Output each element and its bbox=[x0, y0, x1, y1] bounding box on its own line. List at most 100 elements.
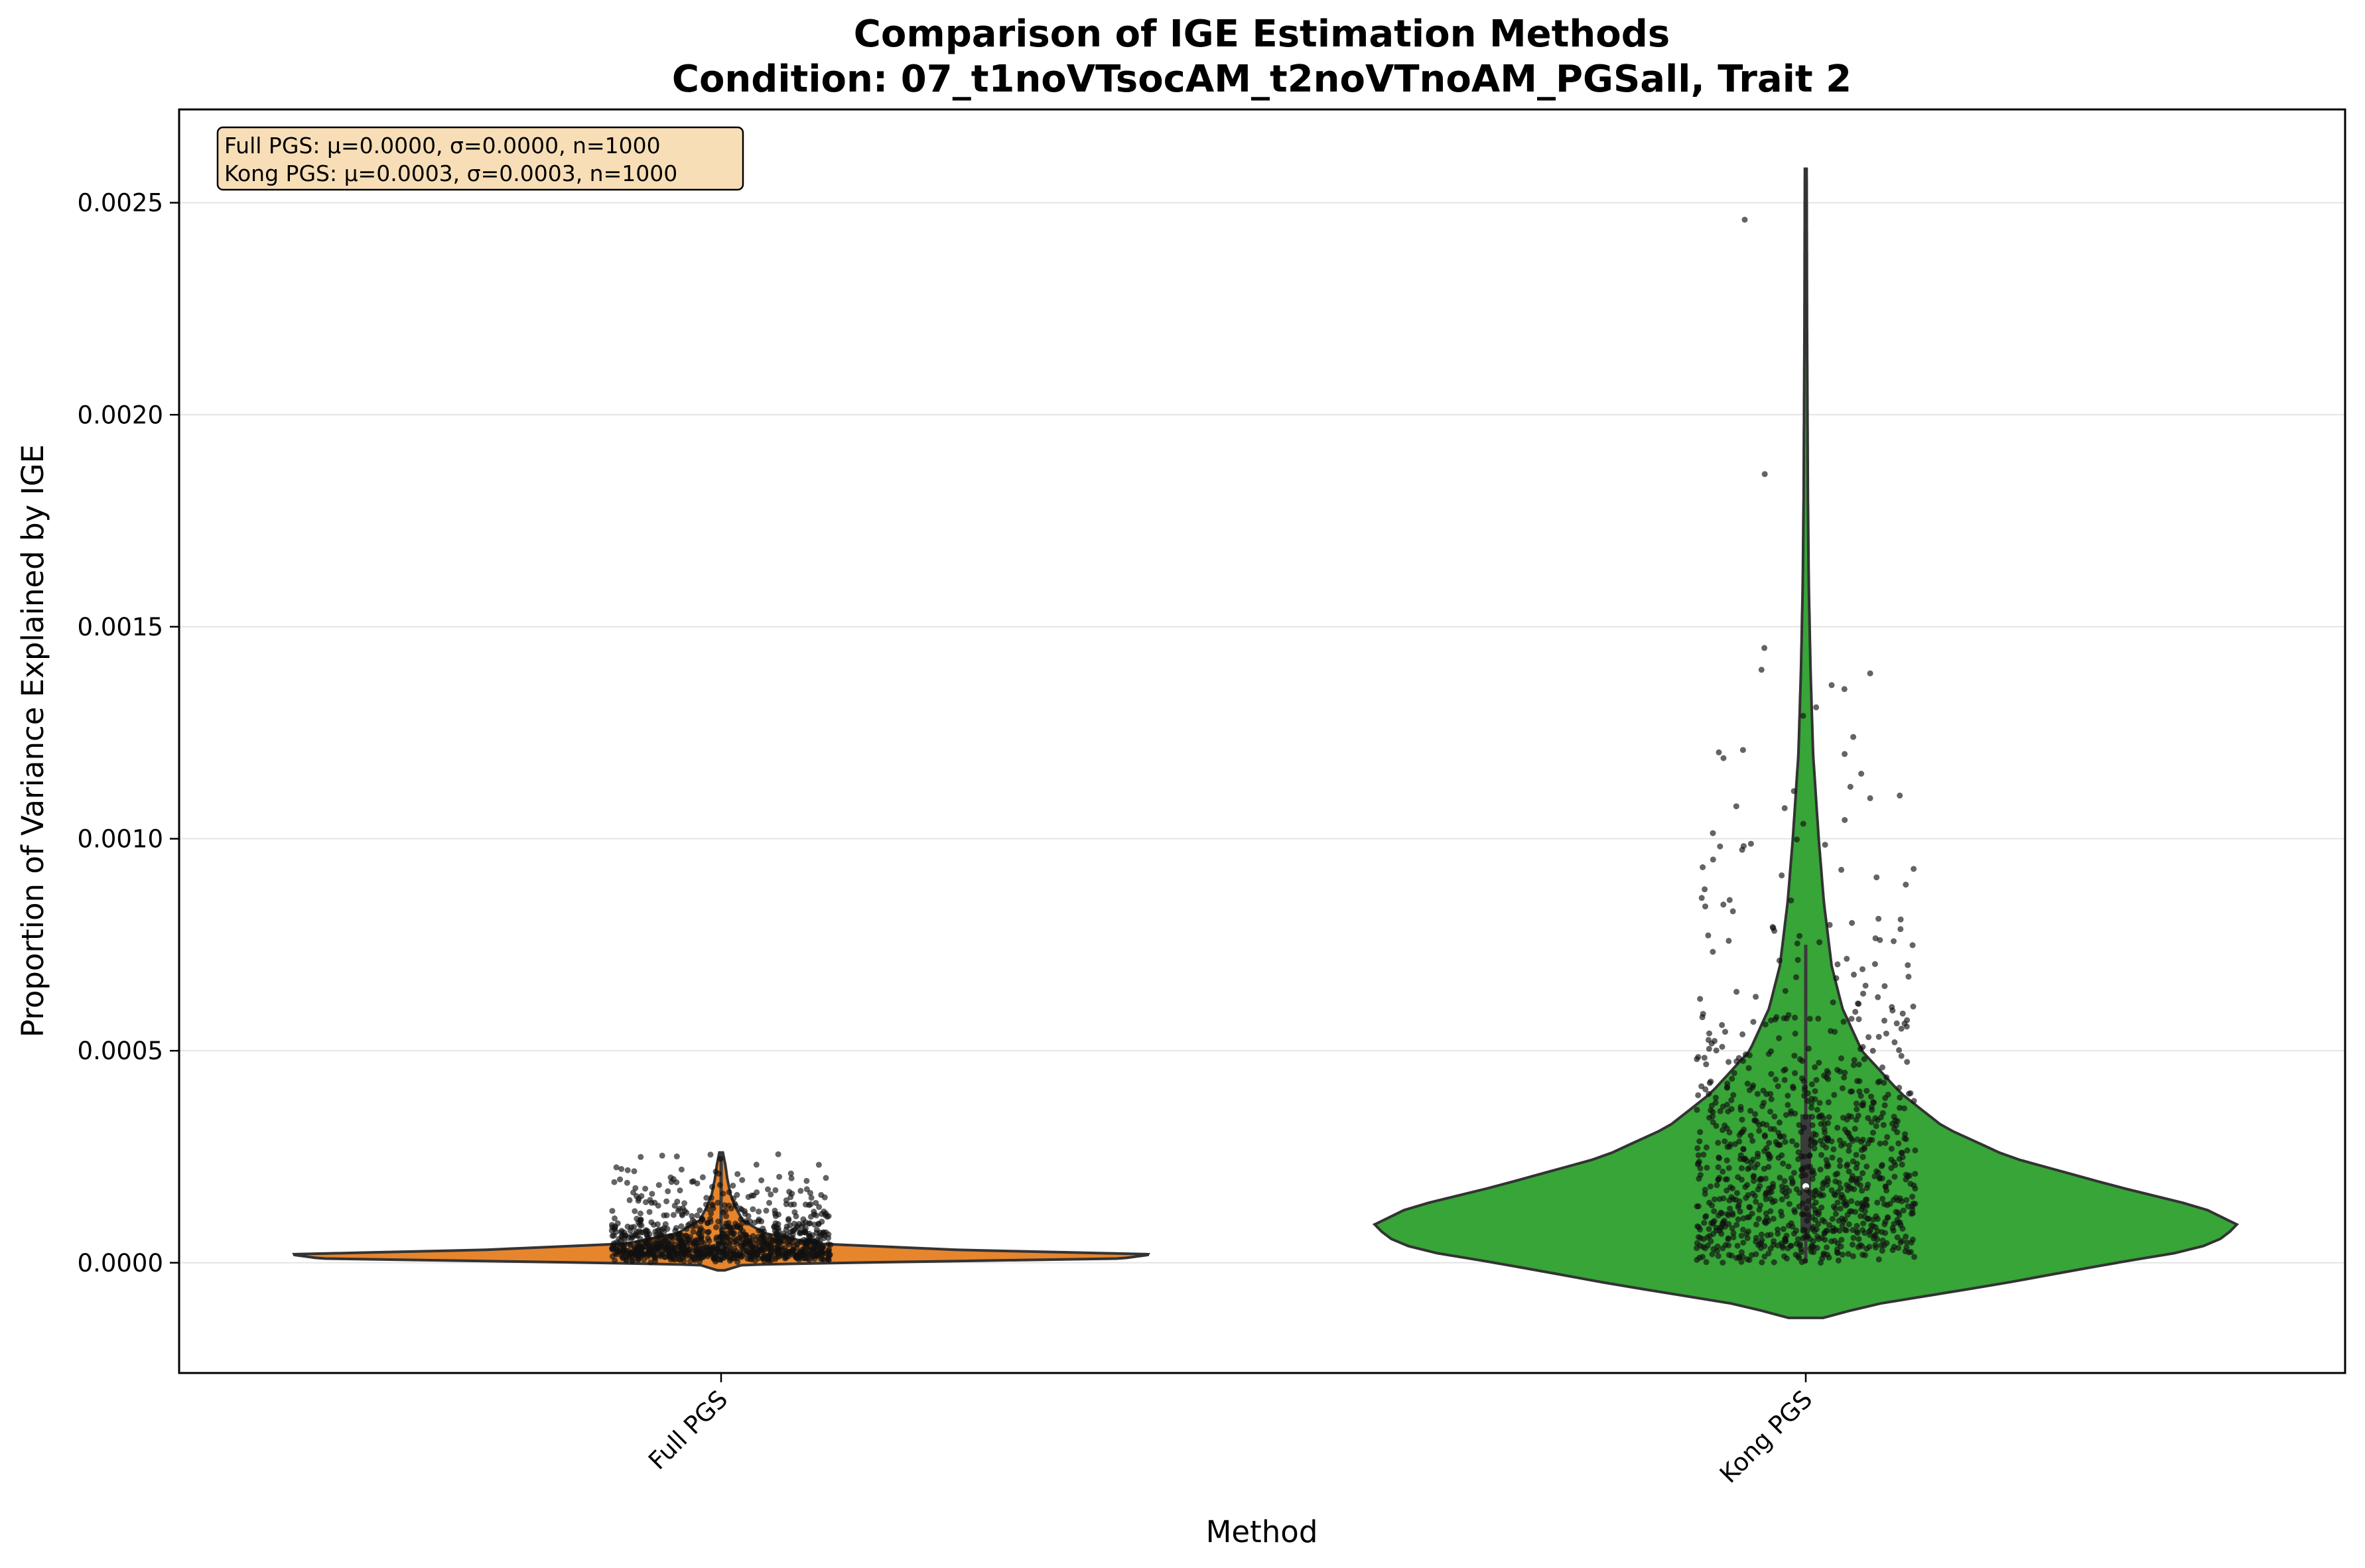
data-point bbox=[1752, 1111, 1759, 1118]
data-point bbox=[1833, 975, 1840, 982]
data-point bbox=[1859, 966, 1865, 972]
data-point bbox=[1717, 1108, 1723, 1114]
data-point bbox=[686, 1220, 693, 1227]
data-point bbox=[1730, 1092, 1737, 1098]
data-point bbox=[813, 1226, 820, 1233]
data-point bbox=[1695, 1092, 1702, 1098]
data-point bbox=[681, 1200, 688, 1207]
data-point bbox=[1804, 1232, 1810, 1239]
data-point bbox=[698, 1218, 705, 1225]
data-point bbox=[1781, 1178, 1788, 1185]
data-point bbox=[669, 1234, 675, 1240]
data-point bbox=[1897, 1094, 1903, 1101]
data-point bbox=[1832, 1226, 1839, 1233]
data-point bbox=[1881, 1221, 1888, 1228]
data-point bbox=[1838, 1236, 1845, 1243]
data-point bbox=[683, 1210, 690, 1216]
data-point bbox=[1789, 1223, 1796, 1230]
data-point bbox=[1792, 1030, 1798, 1037]
data-point bbox=[661, 1254, 668, 1260]
data-point bbox=[1852, 1126, 1858, 1132]
data-point bbox=[1713, 1047, 1720, 1054]
data-point bbox=[824, 1213, 831, 1220]
data-point bbox=[720, 1191, 726, 1197]
data-point bbox=[1909, 1193, 1916, 1200]
data-point bbox=[1867, 1227, 1874, 1234]
data-point bbox=[1723, 1157, 1730, 1163]
data-point bbox=[1717, 843, 1723, 850]
data-point bbox=[1822, 1228, 1829, 1234]
data-point bbox=[1903, 1233, 1909, 1240]
data-point bbox=[1735, 1055, 1742, 1061]
data-point bbox=[1722, 1138, 1728, 1145]
data-point bbox=[1817, 1138, 1824, 1144]
data-point bbox=[1712, 1094, 1719, 1101]
data-point bbox=[1745, 1065, 1752, 1071]
data-point bbox=[1747, 1108, 1754, 1114]
data-point bbox=[1862, 982, 1869, 989]
data-point bbox=[1742, 1051, 1749, 1058]
data-point bbox=[1910, 1004, 1917, 1010]
data-point bbox=[768, 1191, 774, 1198]
data-point bbox=[1854, 1106, 1860, 1112]
data-point bbox=[766, 1240, 773, 1247]
data-point bbox=[727, 1224, 734, 1231]
data-point bbox=[1735, 1204, 1741, 1210]
data-point bbox=[685, 1252, 692, 1258]
data-point bbox=[1696, 1175, 1702, 1182]
data-point bbox=[1737, 1104, 1744, 1110]
data-point bbox=[1704, 1165, 1710, 1171]
data-point bbox=[766, 1200, 772, 1206]
data-point bbox=[1739, 1031, 1746, 1037]
data-point bbox=[1854, 1078, 1861, 1084]
data-point bbox=[1808, 1081, 1815, 1088]
data-point bbox=[789, 1239, 795, 1246]
data-point bbox=[1802, 1114, 1809, 1120]
data-point bbox=[628, 1235, 635, 1242]
data-point bbox=[1812, 1140, 1818, 1146]
data-point bbox=[1902, 1131, 1909, 1138]
data-point bbox=[1792, 1070, 1798, 1077]
data-point bbox=[1770, 1216, 1777, 1222]
data-point bbox=[1905, 1249, 1912, 1256]
data-point bbox=[1730, 1196, 1737, 1203]
data-point bbox=[1857, 1242, 1863, 1248]
data-point bbox=[1737, 1152, 1744, 1159]
data-point bbox=[1819, 1185, 1826, 1192]
data-point bbox=[1781, 805, 1788, 811]
x-axis-label: Method bbox=[1206, 1514, 1318, 1549]
data-point bbox=[629, 1258, 636, 1264]
data-point bbox=[1711, 1208, 1718, 1214]
data-point bbox=[1751, 1117, 1758, 1124]
data-point bbox=[1720, 901, 1727, 908]
data-point bbox=[1861, 1208, 1868, 1214]
data-point bbox=[1846, 1168, 1852, 1175]
data-point bbox=[1840, 1195, 1847, 1201]
data-point bbox=[1855, 1112, 1861, 1119]
data-point bbox=[728, 1250, 734, 1256]
data-point bbox=[1783, 1185, 1789, 1191]
data-point bbox=[1828, 682, 1835, 688]
data-point bbox=[1888, 1145, 1895, 1152]
data-point bbox=[1875, 1033, 1882, 1040]
data-point bbox=[647, 1259, 654, 1266]
data-point bbox=[690, 1228, 697, 1235]
data-point bbox=[672, 1227, 679, 1234]
data-point bbox=[1854, 1136, 1861, 1143]
y-axis-label: Proportion of Variance Explained by IGE bbox=[15, 444, 50, 1037]
data-point bbox=[1792, 1014, 1798, 1021]
data-point bbox=[1859, 1102, 1866, 1109]
data-point bbox=[707, 1151, 714, 1158]
data-point bbox=[1882, 1094, 1889, 1101]
data-point bbox=[1758, 1231, 1765, 1238]
data-point bbox=[669, 1255, 676, 1261]
data-point bbox=[1897, 926, 1904, 933]
data-point bbox=[1733, 988, 1740, 995]
data-point bbox=[1809, 1114, 1816, 1120]
data-point bbox=[745, 1194, 752, 1201]
data-point bbox=[708, 1210, 714, 1216]
data-point bbox=[710, 1255, 717, 1262]
data-point bbox=[1819, 1255, 1826, 1262]
data-point bbox=[1706, 1030, 1712, 1037]
data-point bbox=[675, 1207, 681, 1214]
